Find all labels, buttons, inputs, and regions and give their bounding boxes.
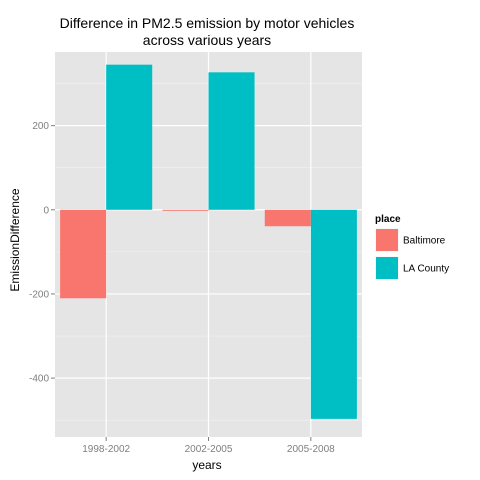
legend-key <box>376 257 398 279</box>
y-axis-ticks: -400 -200 0 200 <box>29 121 55 384</box>
y-tick-label: 0 <box>43 205 49 216</box>
chart-title-line-1: Difference in PM2.5 emission by motor ve… <box>60 15 355 31</box>
y-axis-title: EmissionDifference <box>8 188 22 291</box>
x-tick-label: 2005-2008 <box>287 444 335 455</box>
x-tick-label: 1998-2002 <box>82 444 130 455</box>
x-tick-label: 2002-2005 <box>185 444 233 455</box>
y-tick-label: -200 <box>29 289 49 300</box>
x-axis-ticks: 1998-2002 2002-2005 2005-2008 <box>82 437 335 455</box>
bar-baltimore <box>60 210 106 298</box>
legend: place Baltimore LA County <box>375 214 449 280</box>
x-axis-title: years <box>192 458 221 472</box>
legend-label: Baltimore <box>403 236 446 247</box>
chart-title-line-2: across various years <box>143 32 271 48</box>
legend-label: LA County <box>403 264 449 275</box>
bar-la-county <box>106 65 152 210</box>
bar-la-county <box>209 72 255 209</box>
chart-title: Difference in PM2.5 emission by motor ve… <box>60 15 355 48</box>
bar-la-county <box>311 210 357 419</box>
y-tick-label: 200 <box>32 121 49 132</box>
legend-key <box>376 229 398 251</box>
bar-baltimore <box>162 210 208 211</box>
y-tick-label: -400 <box>29 374 49 385</box>
bar-baltimore <box>265 210 311 226</box>
legend-title: place <box>375 214 401 225</box>
